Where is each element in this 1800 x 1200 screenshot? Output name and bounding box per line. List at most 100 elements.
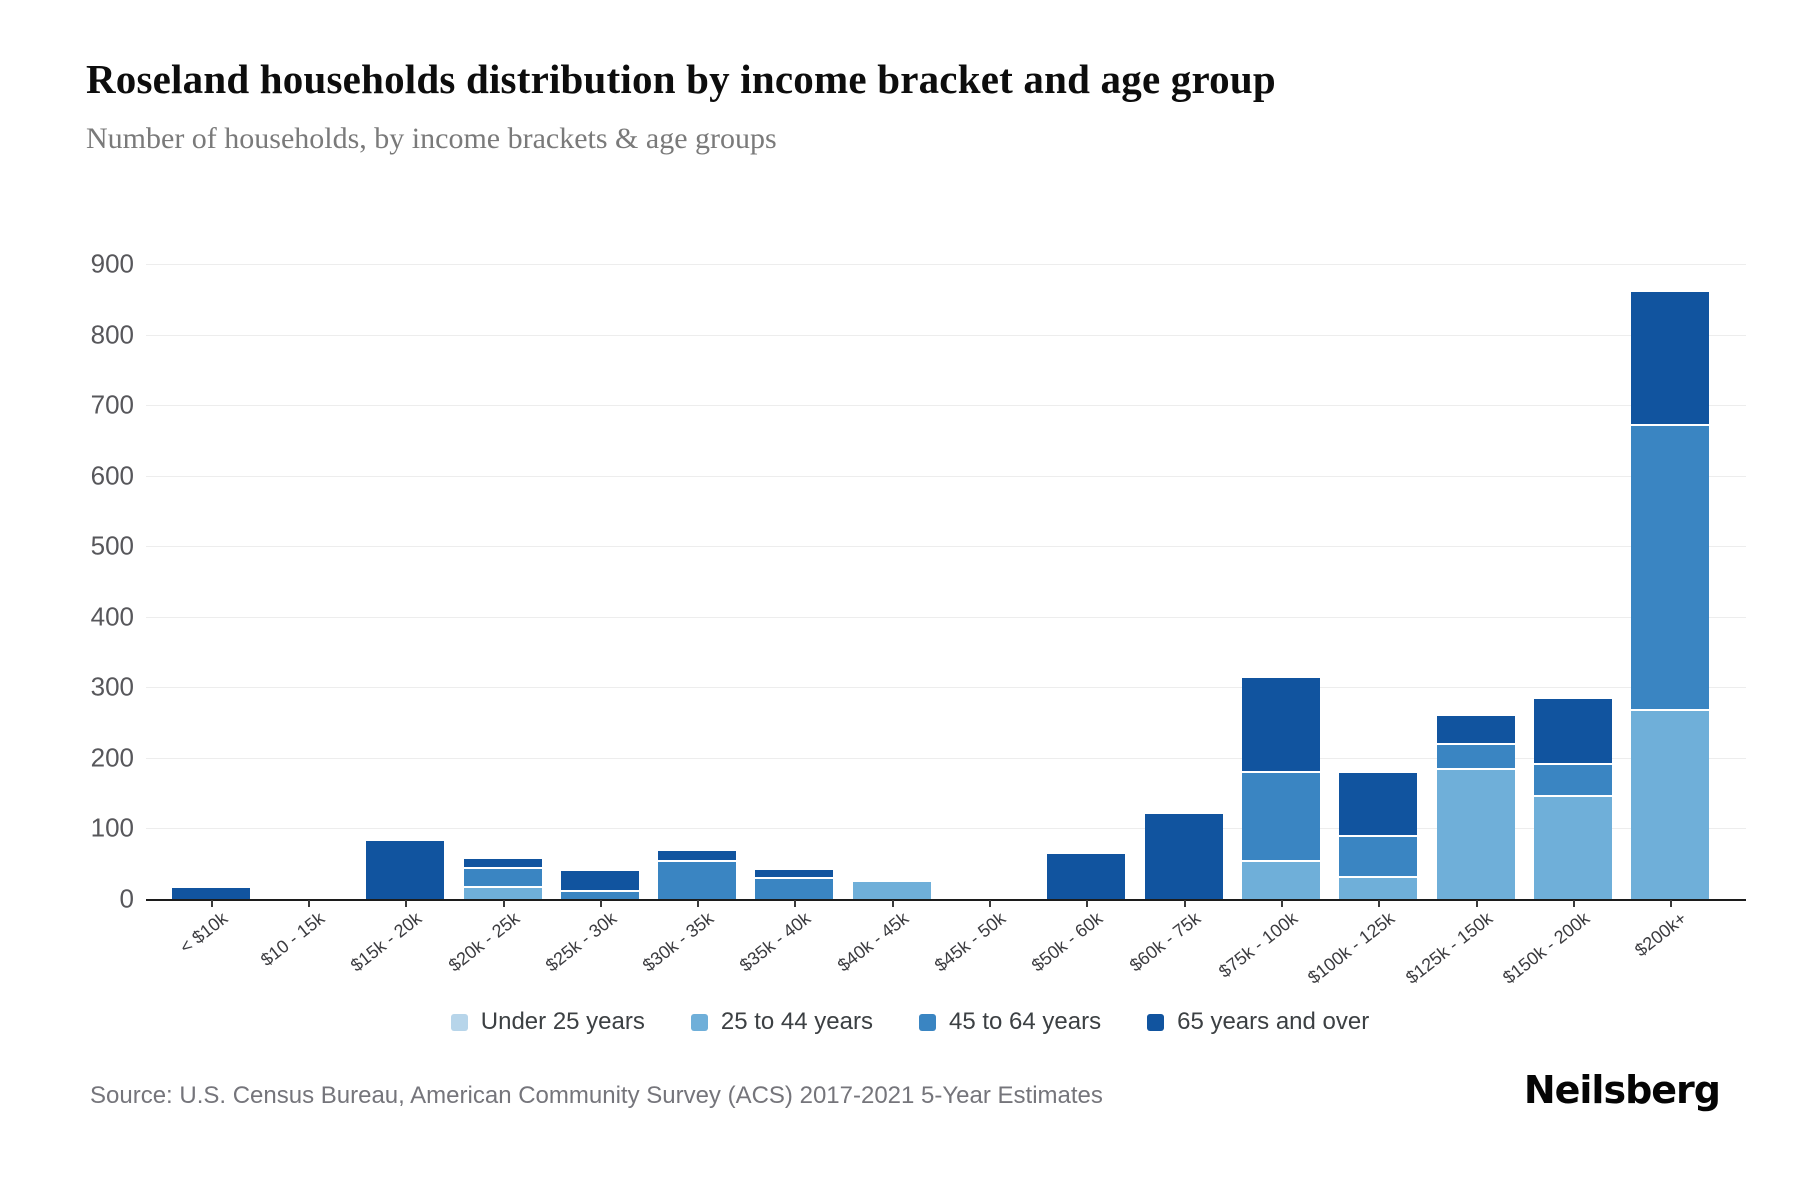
bar-segment[interactable]: [463, 887, 542, 899]
bar-segment[interactable]: [1047, 853, 1126, 899]
chart-legend: Under 25 years 25 to 44 years 45 to 64 yea…: [100, 1008, 1720, 1036]
bar-segment[interactable]: [560, 870, 639, 892]
bar-segment[interactable]: [463, 868, 542, 888]
bar-segment[interactable]: [1533, 764, 1612, 798]
bar-segment[interactable]: [1631, 426, 1710, 712]
bar--10k[interactable]: [171, 888, 250, 899]
legend-item-25-to-44-years[interactable]: 25 to 44 years: [690, 1008, 873, 1036]
gridline: [146, 757, 1746, 759]
bar-segment[interactable]: [1339, 877, 1418, 899]
y-axis-tick-label: 700: [90, 389, 134, 420]
x-axis-tick: [989, 900, 992, 907]
gridline: [146, 828, 1746, 830]
bar-segment[interactable]: [1631, 711, 1710, 899]
x-axis-tick: [502, 900, 505, 907]
bar-segment[interactable]: [1533, 698, 1612, 765]
legend-item-65-years-and-over[interactable]: 65 years and over: [1147, 1008, 1369, 1036]
x-axis-tick-label: $10 - 15k: [256, 908, 329, 970]
bar-segment[interactable]: [1339, 773, 1418, 837]
neilsberg-logo: Neilsberg: [1523, 1068, 1721, 1112]
x-axis-tick-label: $35k - 40k: [736, 908, 815, 976]
bar-segment[interactable]: [1436, 769, 1515, 899]
y-axis-tick-label: 400: [90, 601, 134, 632]
bar--200k+[interactable]: [1631, 292, 1710, 899]
bar-segment[interactable]: [1436, 745, 1515, 770]
x-axis-tick: [794, 900, 797, 907]
bar--150k-200k[interactable]: [1533, 698, 1612, 899]
bar--20k-25k[interactable]: [463, 859, 542, 899]
bar-segment[interactable]: [1631, 292, 1710, 427]
bar--25k-30k[interactable]: [560, 870, 639, 899]
x-axis-tick-label: < $10k: [175, 908, 231, 958]
page-title: Roseland households distribution by inco…: [86, 56, 1276, 102]
y-axis-tick-label: 300: [90, 671, 134, 702]
legend-label: Under 25 years: [480, 1008, 645, 1035]
legend-label: 45 to 64 years: [948, 1008, 1102, 1035]
y-axis-tick-label: 0: [119, 883, 134, 914]
bar-segment[interactable]: [658, 862, 737, 899]
x-axis-tick: [1378, 900, 1381, 907]
source-note: Source: U.S. Census Bureau, American Com…: [90, 1082, 1103, 1109]
bar--15k-20k[interactable]: [366, 841, 445, 899]
x-axis-tick: [891, 900, 894, 907]
bar-segment[interactable]: [366, 841, 445, 899]
x-axis-tick: [1183, 900, 1186, 907]
x-axis-tick: [1572, 900, 1575, 907]
legend-swatch: [690, 1013, 708, 1031]
legend-swatch: [1147, 1013, 1165, 1031]
x-axis-tick-label: $25k - 30k: [541, 908, 621, 976]
bar--35k-40k[interactable]: [755, 870, 834, 899]
bar-segment[interactable]: [1144, 814, 1223, 899]
x-axis-tick-label: $15k - 20k: [347, 908, 426, 976]
bar-segment[interactable]: [1533, 797, 1612, 899]
y-axis-tick-label: 200: [90, 742, 134, 773]
bar-segment[interactable]: [1241, 773, 1320, 863]
bar-segment[interactable]: [1436, 716, 1515, 746]
gridline: [146, 334, 1746, 336]
gridline: [146, 475, 1746, 477]
x-axis-tick: [405, 900, 408, 907]
x-axis-tick: [1475, 900, 1478, 907]
bar--60k-75k[interactable]: [1144, 814, 1223, 899]
x-axis-tick-label: $20k - 25k: [444, 908, 523, 976]
x-axis-tick: [1280, 900, 1283, 907]
bar-segment[interactable]: [1339, 836, 1418, 878]
gridline: [146, 405, 1746, 407]
page-subtitle: Number of households, by income brackets…: [86, 122, 777, 155]
bar-segment[interactable]: [755, 870, 834, 880]
x-axis-tick-label: $60k - 75k: [1125, 908, 1204, 976]
bar--75k-100k[interactable]: [1241, 678, 1320, 899]
bar-segment[interactable]: [171, 888, 250, 899]
legend-label: 65 years and over: [1177, 1008, 1370, 1035]
gridline: [146, 687, 1746, 689]
bar-segment[interactable]: [560, 891, 639, 899]
bar-segment[interactable]: [658, 851, 737, 863]
bar--125k-150k[interactable]: [1436, 716, 1515, 899]
legend-item-under-25-years[interactable]: Under 25 years: [450, 1008, 645, 1036]
bar--30k-35k[interactable]: [658, 851, 737, 899]
y-axis-tick-label: 800: [90, 319, 134, 350]
x-axis-tick-label: $30k - 35k: [638, 908, 718, 976]
y-axis-tick-label: 900: [90, 248, 134, 279]
legend-item-45-to-64-years[interactable]: 45 to 64 years: [918, 1008, 1102, 1036]
x-axis-line: [146, 899, 1746, 901]
bar-segment[interactable]: [1241, 678, 1320, 774]
x-axis-tick: [307, 900, 310, 907]
x-axis-tick: [210, 900, 213, 907]
legend-swatch: [450, 1013, 468, 1031]
bar-segment[interactable]: [755, 879, 834, 899]
y-axis-tick-label: 500: [90, 530, 134, 561]
bar-segment[interactable]: [1241, 862, 1320, 899]
bar-segment[interactable]: [463, 859, 542, 869]
gridline: [146, 263, 1746, 265]
legend-swatch: [918, 1013, 936, 1031]
x-axis-tick: [697, 900, 700, 907]
bar--40k-45k[interactable]: [852, 882, 931, 899]
bar--100k-125k[interactable]: [1339, 773, 1418, 899]
x-axis-tick: [1670, 900, 1673, 907]
legend-label: 25 to 44 years: [720, 1008, 873, 1035]
bar--50k-60k[interactable]: [1047, 853, 1126, 899]
bar-segment[interactable]: [852, 882, 931, 899]
